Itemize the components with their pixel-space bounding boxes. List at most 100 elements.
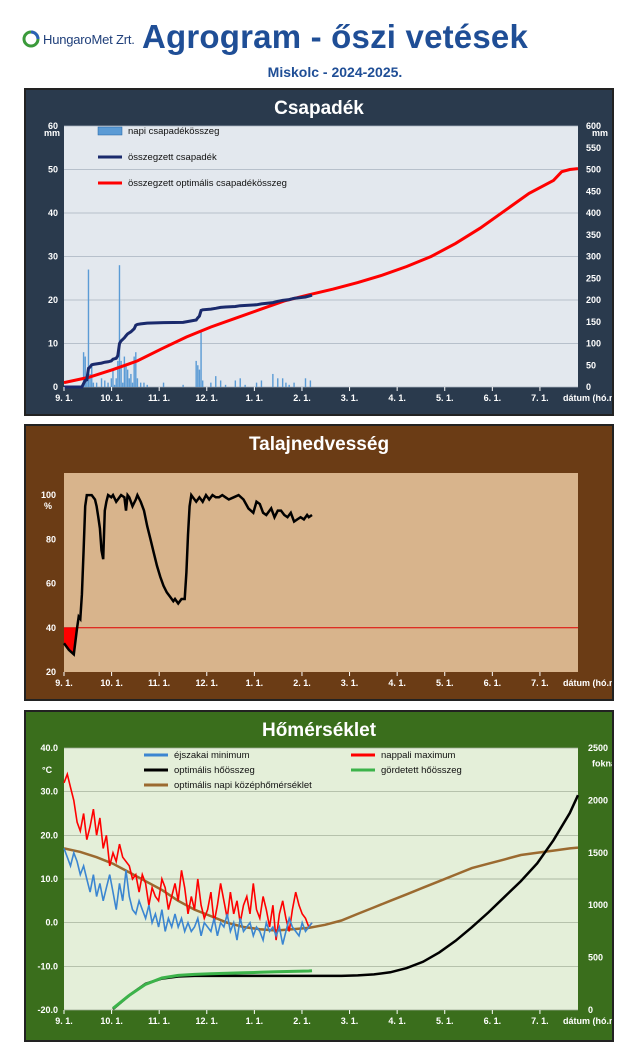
temperature-x-tick-label: 12. 1. <box>196 1016 219 1026</box>
temperature-x-tick-label: 4. 1. <box>388 1016 406 1026</box>
temperature-y2-tick-label: 1000 <box>588 900 608 910</box>
daily-precip-bar <box>272 373 274 387</box>
daily-precip-bar <box>304 378 307 387</box>
precipitation-title: Csapadék <box>274 98 364 119</box>
temperature-title: Hőmérséklet <box>261 720 377 741</box>
daily-precip-bar <box>122 382 124 387</box>
soil-moisture-x-tick-label: 9. 1. <box>55 678 73 688</box>
temperature-legend-label: gördetett hőösszeg <box>381 765 462 776</box>
temperature-x-tick-label: 6. 1. <box>484 1016 502 1026</box>
daily-precip-bar <box>104 380 106 387</box>
temperature-x-tick-label: 1. 1. <box>246 1016 264 1026</box>
logo-text: HungaroMet Zrt. <box>43 31 135 47</box>
daily-precip-bar <box>130 373 132 387</box>
daily-precip-bar <box>219 380 222 387</box>
temperature-y-tick-label: 0.0 <box>45 918 58 928</box>
daily-precip-bar <box>288 384 290 387</box>
daily-precip-bar <box>100 378 103 387</box>
soil-moisture-line <box>62 491 313 657</box>
precipitation-y-tick-label: 30 <box>48 252 58 262</box>
soil-moisture-plot-area <box>64 473 578 672</box>
rolling-gdd-line <box>112 969 313 1010</box>
daily-precip-bar <box>82 352 85 387</box>
temperature-x-tick-label: 10. 1. <box>100 1016 123 1026</box>
soil-moisture-x-tick-label: 5. 1. <box>436 678 454 688</box>
precipitation-x-tick-label: 7. 1. <box>531 393 549 403</box>
soil-moisture-y-axis-label: % <box>44 501 52 511</box>
daily-precip-bar <box>139 382 142 387</box>
soil-moisture-x-tick-label: 2. 1. <box>293 678 311 688</box>
temperature-y-tick-label: 30.0 <box>40 787 58 797</box>
daily-precip-bar <box>210 382 212 387</box>
precipitation-y2-tick-label: 350 <box>586 230 601 240</box>
precipitation-x-tick-label: 4. 1. <box>388 393 406 403</box>
precipitation-y2-tick-label: 400 <box>586 208 601 218</box>
daily-precip-bar <box>87 269 90 387</box>
daily-precip-bar <box>277 378 279 387</box>
soil-moisture-x-tick-label: 10. 1. <box>100 678 123 688</box>
precipitation-x-tick-label: 11. 1. <box>148 393 170 403</box>
precipitation-y2-tick-label: 100 <box>586 339 601 349</box>
soil-moisture-x-tick-label: 7. 1. <box>531 678 549 688</box>
daily-precip-bar <box>182 384 184 387</box>
temperature-x-tick-label: 2. 1. <box>293 1016 311 1026</box>
soil-moisture-x-tick-label: 1. 1. <box>246 678 264 688</box>
daily-precip-bar <box>162 382 165 387</box>
daily-precip-bar <box>281 378 284 387</box>
daily-precip-bar <box>234 380 237 387</box>
precipitation-x-tick-label: 2. 1. <box>293 393 311 403</box>
soil-moisture-y-tick-label: 100 <box>41 490 56 500</box>
precipitation-x-tick-label: 1. 1. <box>246 393 264 403</box>
daily-precip-bar <box>120 360 122 387</box>
daily-precip-bar <box>123 356 126 387</box>
temperature-legend-label: nappali maximum <box>381 750 456 761</box>
daily-precip-bar <box>260 380 263 387</box>
precipitation-y-tick-label: 0 <box>53 382 58 392</box>
temperature-y-tick-label: -10.0 <box>37 961 58 971</box>
daily-precip-bar <box>125 365 127 387</box>
precipitation-y2-tick-label: 250 <box>586 273 601 283</box>
precipitation-y2-tick-label: 450 <box>586 186 601 196</box>
daily-precip-bar <box>95 382 98 387</box>
temperature-y2-axis-label: foknap <box>592 759 612 769</box>
soil-moisture-y-tick-label: 20 <box>46 667 56 677</box>
daily-precip-bar <box>285 382 287 387</box>
temperature-x-tick-label: 9. 1. <box>55 1016 73 1026</box>
daily-precip-bar <box>92 382 95 387</box>
optimal-mean-temp-line <box>63 846 579 932</box>
precipitation-y2-tick-label: 50 <box>586 360 596 370</box>
optimal-precip-line <box>63 167 579 385</box>
soil-moisture-x-tick-label: 3. 1. <box>341 678 359 688</box>
precipitation-x-tick-label: 10. 1. <box>100 393 123 403</box>
daily-precip-bar <box>143 382 145 387</box>
logo: HungaroMet Zrt. <box>22 30 135 48</box>
soil-moisture-y-tick-label: 40 <box>46 623 56 633</box>
daily-precip-bar <box>136 378 139 387</box>
daily-precip-bar <box>255 382 258 387</box>
night-min-temp-line <box>63 848 313 945</box>
temperature-y2-tick-label: 500 <box>588 953 603 963</box>
soil-moisture-chart: 20 40 60 80 100% 9. 1. 10. 1. 11. 1. 12. 1. 1. 1.… <box>41 473 612 688</box>
daily-precip-bar <box>107 382 109 387</box>
daily-precip-bar <box>110 378 113 387</box>
temperature-y2-tick-label: 0 <box>588 1005 593 1015</box>
daily-precip-bar <box>197 365 199 387</box>
daily-precip-bar <box>309 380 312 387</box>
temperature-chart: -20.0 -10.0 0.0 10.0 20.0 30.0 40.0 0 500 1000 150… <box>37 743 612 1026</box>
daily-precip-bar <box>112 369 114 387</box>
temperature-x-tick-label: 5. 1. <box>436 1016 454 1026</box>
precipitation-y-axis-label: mm <box>44 128 60 138</box>
precipitation-y2-tick-label: 300 <box>586 252 601 262</box>
daily-precip-bar <box>131 382 134 387</box>
daily-precip-bar <box>117 360 119 387</box>
daily-precip-bar <box>133 356 135 387</box>
daily-precip-bar <box>115 378 117 387</box>
precipitation-legend-label: napi csapadékösszeg <box>128 126 219 137</box>
soil-moisture-panel: Talajnedvesség 20 40 60 80 100% 9. 1. 10. 1. 11… <box>24 424 614 701</box>
precipitation-x-tick-label: 6. 1. <box>484 393 502 403</box>
soil-moisture-y-tick-label: 60 <box>46 579 56 589</box>
precipitation-x-tick-label: 3. 1. <box>341 393 359 403</box>
soil-moisture-title: Talajnedvesség <box>248 434 390 455</box>
precipitation-legend-label: összegzett csapadék <box>128 152 217 163</box>
precipitation-legend-label: összegzett optimális csapadékösszeg <box>128 178 287 189</box>
